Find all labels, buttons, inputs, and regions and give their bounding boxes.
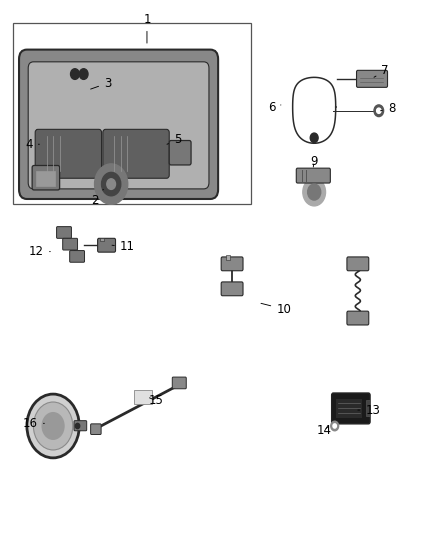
Bar	[100, 238, 104, 241]
FancyBboxPatch shape	[28, 62, 209, 189]
FancyBboxPatch shape	[91, 424, 101, 434]
Text: 5: 5	[167, 133, 181, 147]
Text: 7: 7	[374, 64, 389, 77]
Circle shape	[107, 179, 116, 189]
Circle shape	[333, 424, 336, 428]
Text: 14: 14	[316, 424, 331, 437]
FancyBboxPatch shape	[35, 130, 102, 178]
Text: 2: 2	[91, 189, 103, 207]
FancyBboxPatch shape	[57, 227, 71, 238]
Circle shape	[310, 133, 318, 143]
Circle shape	[95, 164, 128, 204]
Text: 6: 6	[268, 101, 281, 114]
FancyBboxPatch shape	[32, 165, 60, 190]
FancyBboxPatch shape	[98, 238, 116, 252]
FancyBboxPatch shape	[221, 257, 243, 271]
Bar	[226, 255, 230, 260]
Bar	[134, 390, 152, 403]
Text: 8: 8	[381, 102, 395, 115]
Circle shape	[307, 184, 321, 200]
FancyBboxPatch shape	[347, 257, 369, 271]
Text: 11: 11	[112, 240, 135, 253]
FancyBboxPatch shape	[221, 282, 243, 296]
Circle shape	[75, 423, 80, 429]
FancyBboxPatch shape	[172, 377, 186, 389]
Text: 13: 13	[358, 403, 380, 416]
Circle shape	[79, 69, 88, 79]
Text: 12: 12	[29, 245, 50, 258]
FancyBboxPatch shape	[103, 130, 169, 178]
Text: 16: 16	[23, 417, 44, 430]
Text: 3: 3	[91, 77, 111, 90]
Text: 1: 1	[143, 13, 151, 43]
FancyBboxPatch shape	[332, 393, 370, 424]
FancyBboxPatch shape	[347, 311, 369, 325]
Circle shape	[331, 421, 339, 431]
FancyBboxPatch shape	[357, 70, 388, 87]
Circle shape	[33, 402, 73, 450]
Bar	[336, 399, 362, 418]
Bar	[366, 400, 370, 416]
Circle shape	[374, 105, 384, 117]
FancyBboxPatch shape	[70, 251, 85, 262]
FancyBboxPatch shape	[296, 168, 330, 183]
Bar	[35, 171, 55, 185]
Bar	[13, 23, 251, 204]
Circle shape	[377, 108, 381, 114]
Circle shape	[27, 394, 79, 458]
Text: 4: 4	[25, 138, 39, 151]
Circle shape	[303, 178, 325, 206]
Circle shape	[71, 69, 79, 79]
Text: 10: 10	[261, 303, 291, 316]
Text: 9: 9	[311, 155, 318, 168]
FancyBboxPatch shape	[74, 421, 87, 431]
FancyBboxPatch shape	[63, 238, 78, 250]
Circle shape	[102, 172, 121, 196]
FancyBboxPatch shape	[19, 50, 218, 199]
Text: 15: 15	[148, 394, 163, 407]
FancyBboxPatch shape	[169, 141, 191, 165]
Circle shape	[42, 413, 64, 439]
